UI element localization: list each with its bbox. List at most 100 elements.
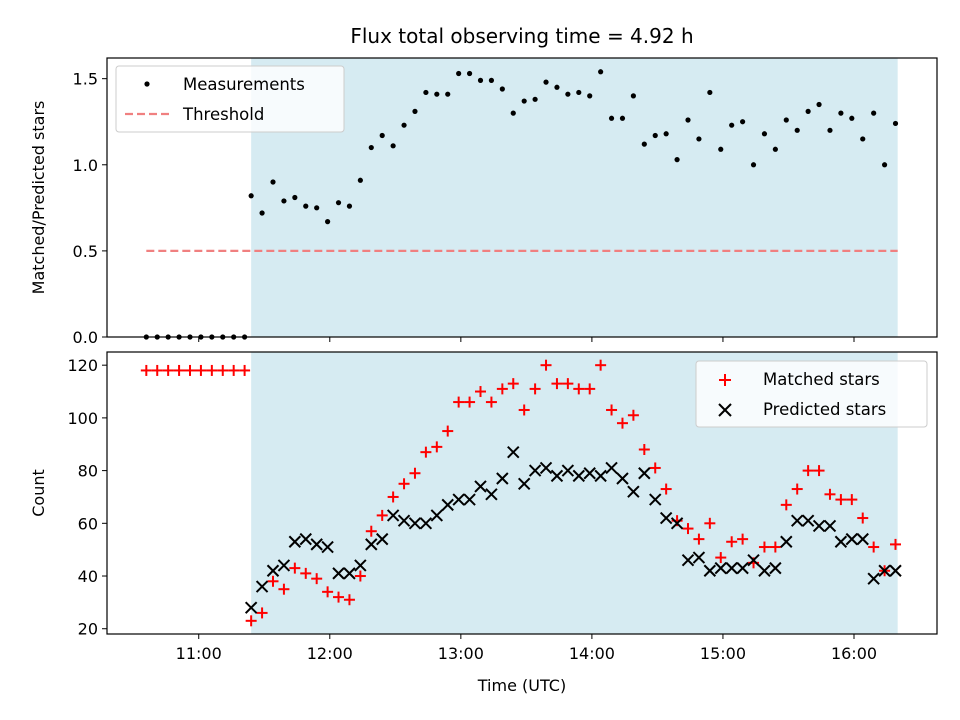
y-tick-label: 20 [78, 620, 98, 639]
predicted-star-point [419, 517, 433, 530]
bottom-y-axis-ticks: 20 40 60 80 100 120 [67, 356, 107, 639]
matched-star-point [311, 573, 323, 585]
predicted-star-point [780, 535, 793, 548]
measurement-point [412, 108, 418, 114]
measurement-point [729, 122, 735, 128]
predicted-star-point [408, 517, 422, 530]
matched-star-point [737, 533, 749, 545]
top-legend-box [115, 65, 345, 133]
matched-star-point [376, 509, 388, 521]
x-tick-label: 14:00 [569, 644, 615, 663]
bottom-x-axis-ticks: 11:00 12:00 13:00 14:00 15:00 16:00 [176, 634, 877, 663]
predicted-star-point [376, 532, 389, 546]
measurement-point [554, 84, 560, 90]
matched-star-point [846, 494, 858, 506]
predicted-star-point [277, 559, 291, 572]
predicted-star-point [714, 561, 727, 575]
predicted-star-point [834, 535, 848, 548]
measurement-point [696, 136, 702, 142]
measurement-point [707, 89, 713, 96]
matched-star-point [595, 359, 607, 371]
measurement-point [860, 136, 866, 142]
matched-star-point [627, 409, 639, 421]
predicted-star-point [627, 485, 640, 498]
top-y-axis-ticks: 0.0 0.5 1.0 1.5 [73, 70, 107, 347]
matched-star-point [780, 499, 792, 511]
measurement-point [827, 127, 833, 133]
matched-star-point [333, 591, 345, 603]
matched-star-point [616, 417, 628, 429]
matched-star-point [715, 552, 727, 564]
matched-star-point [267, 575, 279, 587]
matched-star-point [769, 541, 781, 553]
matched-star-point [173, 364, 185, 376]
predicted-star-point [583, 467, 596, 480]
matched-star-point [398, 478, 410, 490]
measurement-point [368, 144, 374, 151]
matched-star-point [507, 378, 519, 390]
legend-predicted-stars-marker [718, 403, 732, 417]
x-tick-label: 12:00 [307, 644, 353, 663]
measurement-point [750, 162, 757, 168]
predicted-star-point [670, 517, 684, 530]
matched-star-point [256, 607, 268, 619]
predicted-star-point [496, 472, 509, 485]
measurement-point [608, 115, 615, 121]
predicted-star-point [769, 561, 782, 575]
measurement-point [510, 110, 516, 116]
predicted-star-point [310, 538, 323, 551]
predicted-star-point [594, 469, 607, 483]
measurement-point [488, 77, 495, 83]
predicted-star-point [791, 514, 804, 527]
y-tick-label: 40 [78, 567, 98, 586]
matched-star-point [682, 523, 694, 535]
matched-star-point [289, 562, 301, 574]
matched-star-point [228, 364, 240, 376]
matched-star-point [151, 364, 163, 376]
measurement-point [521, 98, 527, 104]
predicted-star-point [244, 601, 258, 614]
matched-star-point [693, 533, 705, 545]
matched-star-point [464, 396, 476, 408]
predicted-star-point [649, 493, 662, 506]
matched-star-point [387, 491, 399, 503]
predicted-star-point [321, 540, 334, 554]
predicted-star-point [485, 488, 498, 501]
x-tick-label: 11:00 [176, 644, 222, 663]
matched-star-point [802, 465, 814, 477]
predicted-star-point [539, 461, 553, 475]
predicted-star-point [616, 472, 629, 485]
y-tick-label: 0.0 [73, 328, 98, 347]
predicted-star-point [343, 567, 356, 580]
bottom-legend: Matched stars Predicted stars [695, 360, 928, 428]
y-tick-label: 100 [67, 409, 98, 428]
matched-star-point [485, 396, 497, 408]
measurement-point [543, 79, 549, 85]
y-tick-label: 60 [78, 514, 98, 533]
measurement-point [303, 203, 309, 209]
matched-star-point [239, 364, 251, 376]
measurement-point [663, 131, 669, 137]
matched-star-point [540, 359, 552, 371]
predicted-star-point [365, 538, 378, 551]
matched-star-point [518, 404, 530, 416]
matched-star-point [704, 517, 716, 529]
predicted-star-point [397, 514, 411, 527]
predicted-star-point [638, 467, 651, 480]
measurement-point [598, 69, 604, 75]
measurement-point [565, 91, 571, 97]
measurement-point [641, 141, 647, 147]
top-panel: Flux total observing time = 4.92 h 0.0 0.… [29, 24, 938, 347]
measurement-point [325, 219, 331, 225]
measurement-point [685, 117, 691, 123]
y-tick-label: 0.5 [73, 242, 98, 261]
measurement-point [794, 127, 800, 133]
matched-star-point [562, 378, 574, 390]
predicted-star-point [572, 469, 585, 483]
legend-threshold-label: Threshold [182, 105, 264, 124]
measurement-point [849, 115, 855, 121]
matched-star-point [835, 494, 847, 506]
predicted-star-point [703, 564, 717, 577]
top-chart-title: Flux total observing time = 4.92 h [350, 24, 693, 48]
top-x-axis-ticks [198, 337, 855, 342]
